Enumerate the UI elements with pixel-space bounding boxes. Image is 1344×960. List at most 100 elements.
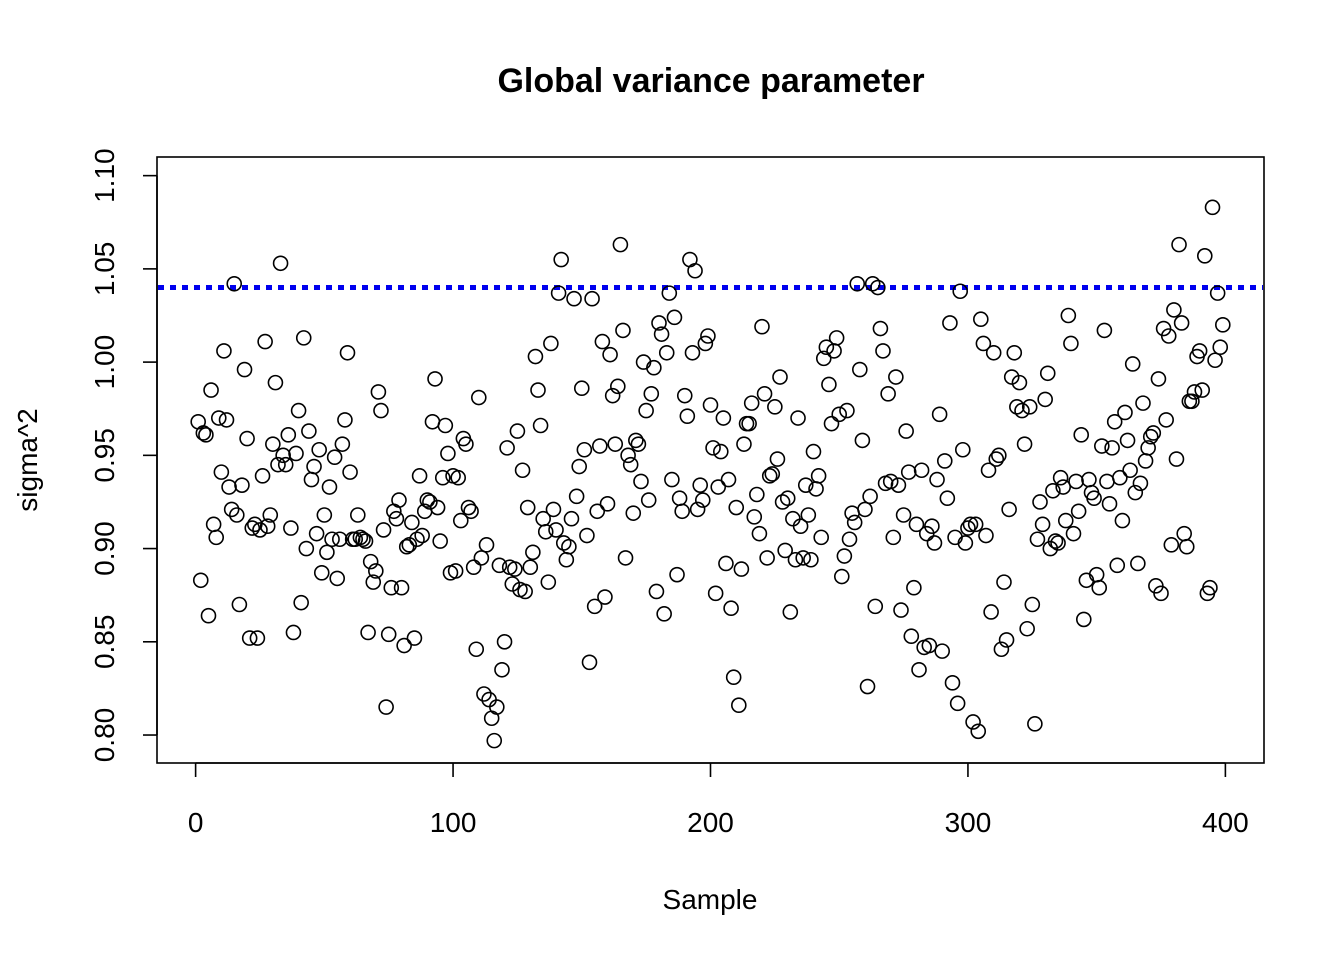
data-point <box>978 527 994 544</box>
data-point <box>234 477 250 493</box>
data-point <box>468 641 485 658</box>
data-point <box>1166 302 1182 318</box>
data-point <box>854 432 871 449</box>
data-point <box>579 527 595 544</box>
data-point <box>373 402 389 419</box>
data-point <box>545 501 562 518</box>
data-point <box>787 551 804 568</box>
data-point <box>841 531 858 548</box>
data-point <box>859 678 876 695</box>
y-tick-label: 1.05 <box>89 242 120 297</box>
data-point <box>1073 427 1090 443</box>
data-point <box>221 479 237 495</box>
data-point <box>422 494 438 510</box>
data-point <box>249 630 266 646</box>
data-point <box>463 503 479 520</box>
data-point <box>411 468 428 484</box>
data-point <box>1065 525 1082 542</box>
data-point <box>239 430 255 447</box>
data-point <box>391 492 407 508</box>
data-point <box>700 328 716 344</box>
data-point <box>658 344 675 361</box>
data-point <box>195 425 212 441</box>
data-point <box>967 516 984 533</box>
data-point <box>599 496 616 512</box>
data-point <box>285 624 302 641</box>
data-point <box>522 559 539 576</box>
data-point <box>313 565 330 581</box>
data-point <box>908 516 925 533</box>
data-point <box>205 516 222 533</box>
data-point <box>836 548 853 564</box>
data-point <box>653 326 670 342</box>
data-point <box>1130 555 1146 572</box>
data-point <box>985 344 1002 361</box>
data-point <box>973 311 989 328</box>
data-point <box>388 510 405 527</box>
data-point <box>231 596 248 613</box>
x-tick-label: 300 <box>945 807 992 838</box>
data-point <box>326 449 343 466</box>
data-point <box>1137 453 1154 469</box>
data-point <box>280 427 297 443</box>
data-point <box>1171 236 1187 253</box>
data-point <box>769 451 786 467</box>
data-point <box>1016 436 1033 452</box>
data-point <box>1096 322 1113 339</box>
data-point <box>1173 315 1190 331</box>
data-point <box>368 563 384 579</box>
data-point <box>290 402 307 419</box>
data-point <box>208 529 225 546</box>
data-point <box>525 544 541 561</box>
data-point <box>1014 402 1030 419</box>
data-point <box>1112 469 1128 486</box>
data-point <box>962 516 979 533</box>
data-point <box>226 275 243 292</box>
data-point <box>890 477 907 493</box>
data-point <box>342 464 358 480</box>
data-point <box>674 503 690 520</box>
data-point <box>800 507 817 523</box>
data-point <box>517 583 533 600</box>
data-point <box>754 318 770 335</box>
data-point <box>283 520 299 536</box>
data-point <box>573 380 590 397</box>
data-point <box>921 637 938 654</box>
data-point <box>1024 596 1041 613</box>
data-point <box>398 538 415 555</box>
data-point <box>952 283 969 300</box>
data-point <box>360 624 376 641</box>
data-point <box>651 315 667 331</box>
data-point <box>607 436 624 452</box>
data-point <box>414 527 430 544</box>
data-point <box>1099 473 1115 490</box>
data-point <box>1060 307 1077 324</box>
data-point <box>767 399 783 415</box>
data-point <box>473 550 490 566</box>
data-point <box>210 410 227 426</box>
x-tick-label: 100 <box>430 807 477 838</box>
data-point <box>288 445 304 462</box>
data-point <box>401 537 418 553</box>
data-point <box>1202 579 1218 596</box>
data-point <box>792 518 809 534</box>
data-point <box>1212 339 1229 355</box>
data-point <box>867 598 884 615</box>
data-point <box>1055 479 1071 495</box>
data-point <box>198 427 214 443</box>
data-point <box>1135 395 1151 411</box>
data-point <box>1215 317 1231 333</box>
data-point <box>707 585 724 602</box>
data-point <box>797 477 814 493</box>
data-point <box>828 330 845 346</box>
data-point <box>857 501 873 518</box>
data-point <box>437 417 454 434</box>
data-point <box>911 661 927 678</box>
data-point <box>1011 374 1028 391</box>
data-point <box>537 523 554 540</box>
data-point <box>975 335 992 352</box>
data-point <box>833 568 850 585</box>
data-point <box>949 695 966 712</box>
data-point <box>370 384 387 400</box>
data-point <box>782 604 799 620</box>
